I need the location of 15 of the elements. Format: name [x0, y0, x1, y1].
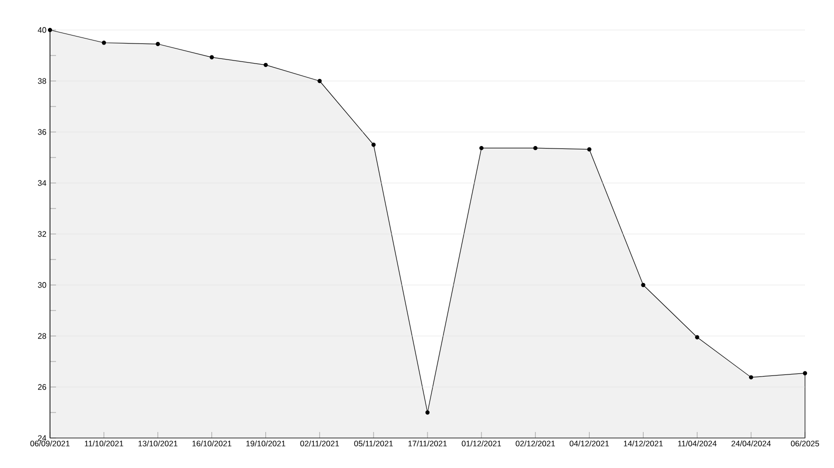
point — [425, 410, 430, 415]
point — [533, 146, 538, 150]
point — [48, 28, 52, 32]
point — [641, 282, 646, 288]
point — [371, 142, 376, 147]
point — [264, 62, 268, 68]
point — [210, 55, 214, 60]
point — [587, 147, 592, 152]
point — [102, 40, 106, 45]
point — [695, 335, 700, 340]
point — [479, 146, 484, 150]
point — [318, 78, 322, 84]
point — [802, 371, 808, 376]
point — [156, 42, 160, 46]
point — [748, 375, 754, 380]
